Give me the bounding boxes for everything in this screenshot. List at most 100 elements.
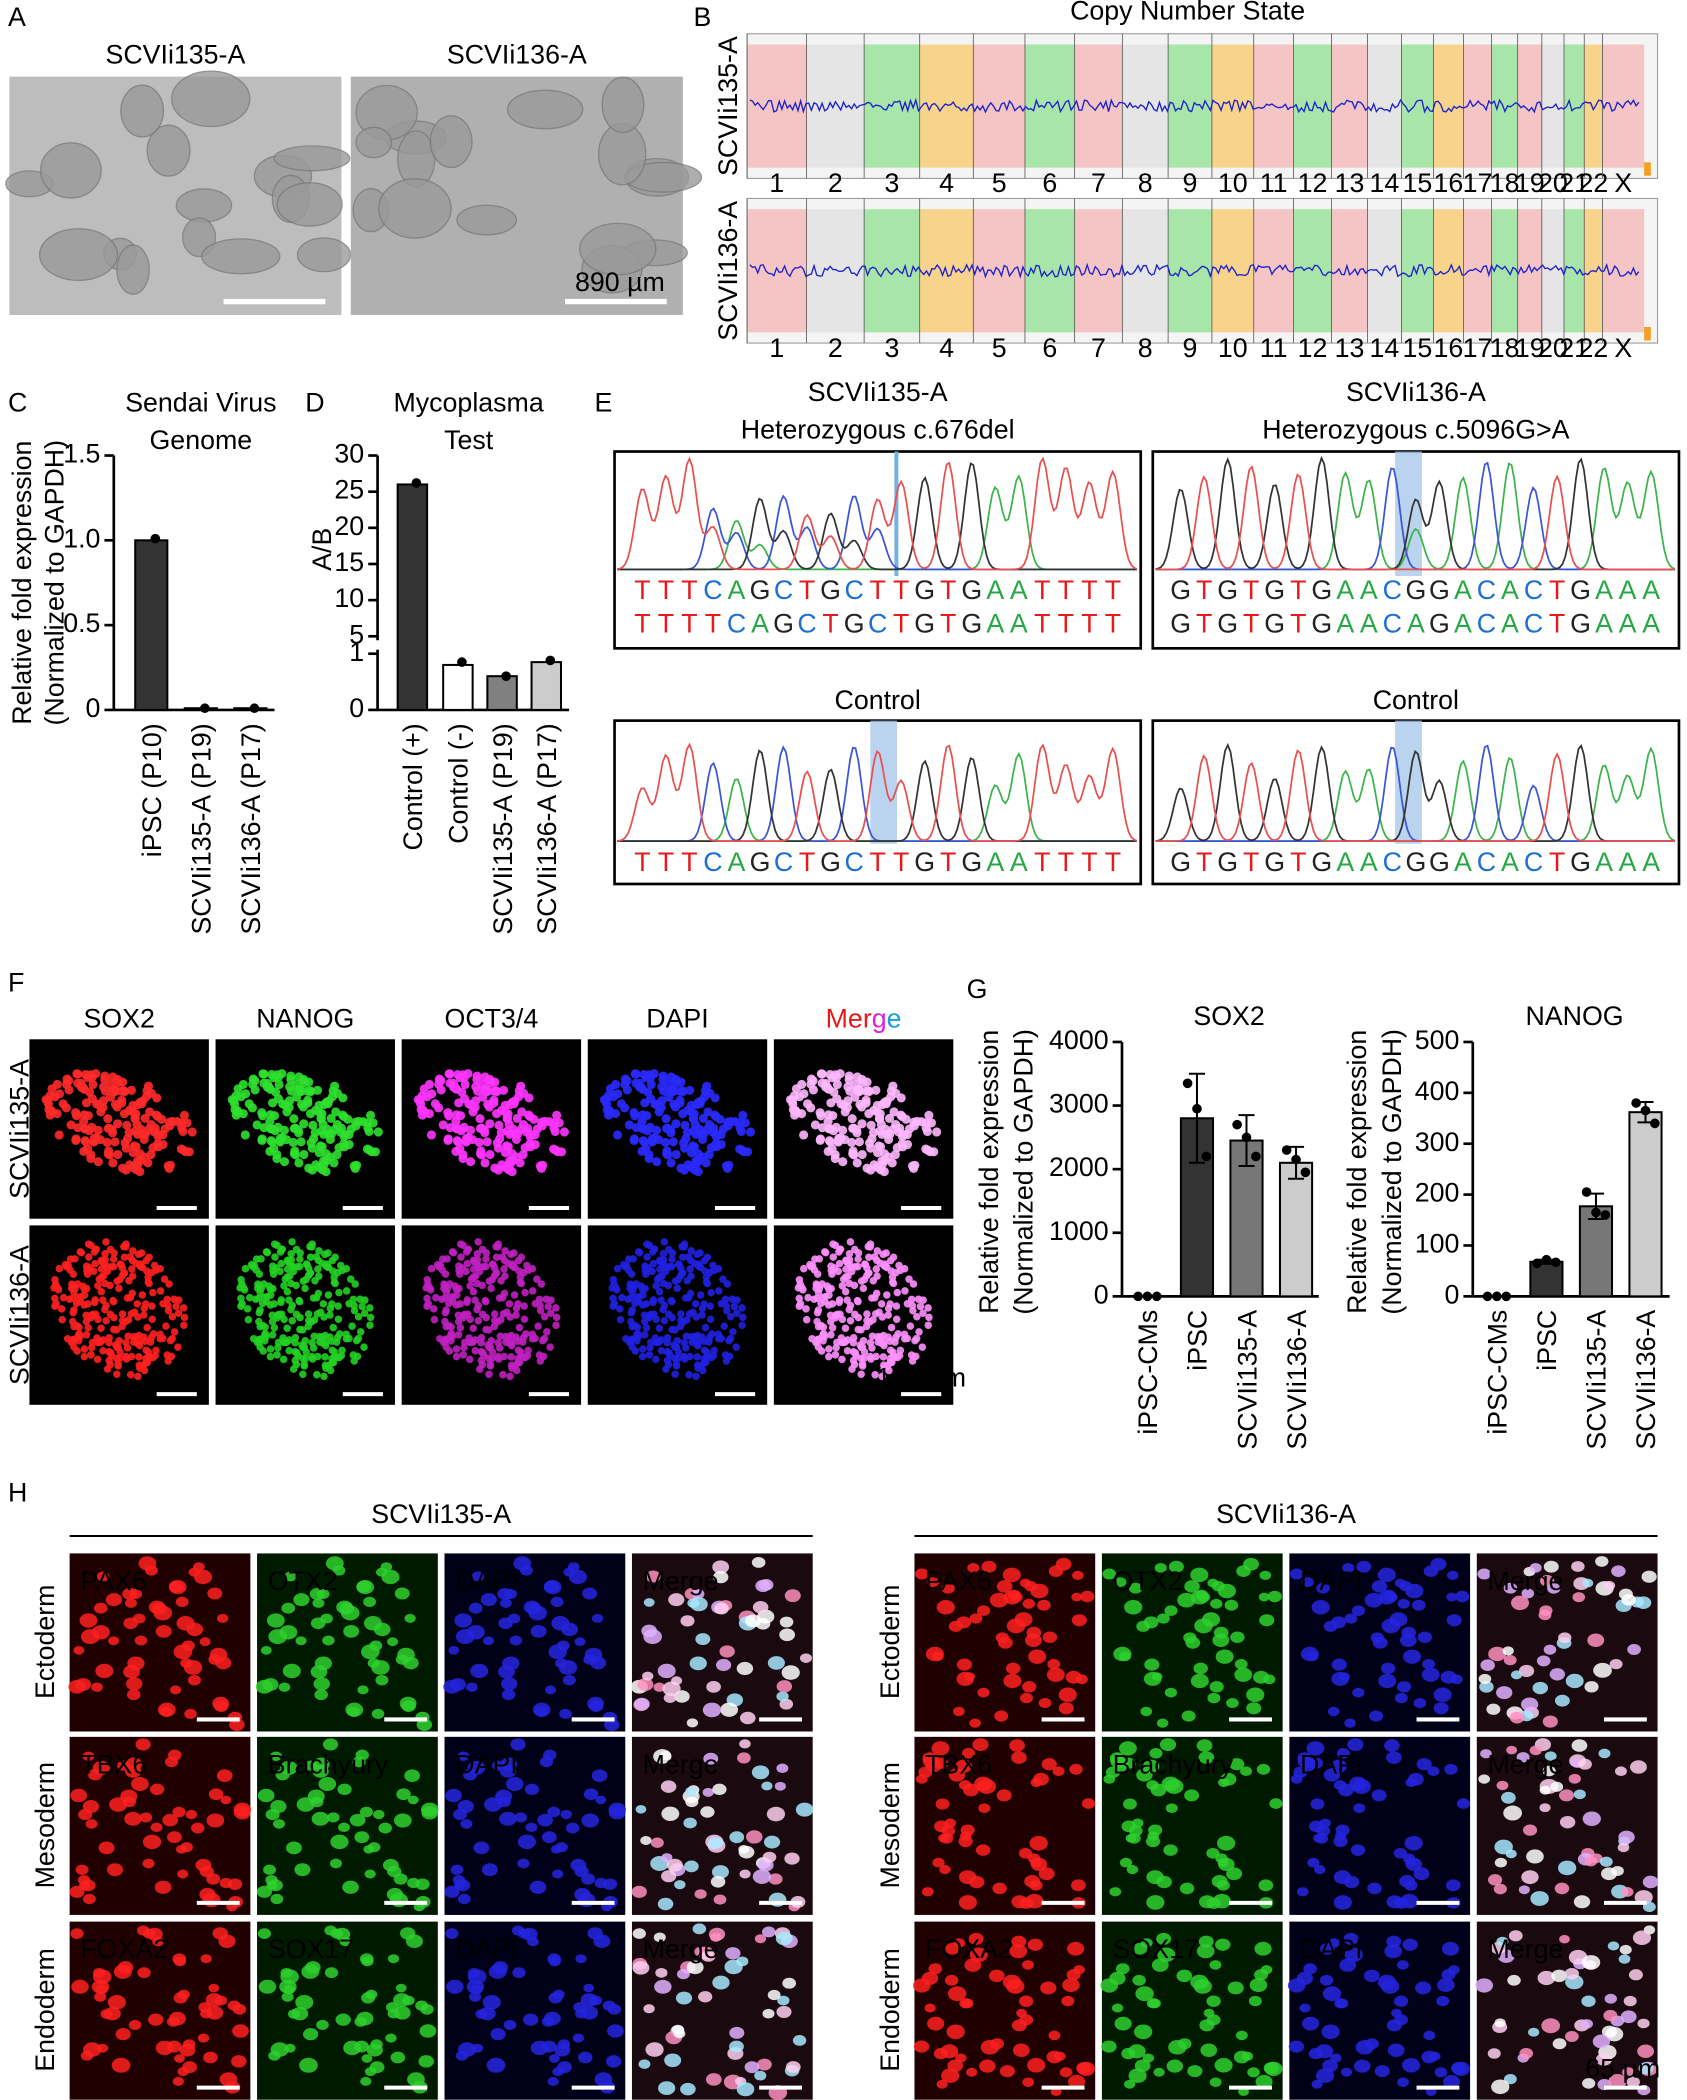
cell bbox=[684, 1860, 699, 1873]
cell bbox=[1128, 1582, 1143, 1594]
cell bbox=[360, 1309, 369, 1317]
cell bbox=[492, 1269, 500, 1277]
cell bbox=[324, 1096, 334, 1106]
cell bbox=[843, 1096, 853, 1106]
cell bbox=[1301, 1577, 1314, 1588]
cell bbox=[939, 1865, 951, 1875]
cell bbox=[463, 1298, 471, 1307]
cell bbox=[858, 1362, 867, 1370]
cell bbox=[1568, 1773, 1581, 1784]
cell bbox=[366, 1313, 375, 1322]
cell bbox=[100, 1075, 110, 1085]
chromosome-band bbox=[1584, 44, 1603, 168]
cell bbox=[151, 1602, 167, 1615]
cell bbox=[538, 1160, 548, 1170]
cell bbox=[103, 1114, 113, 1124]
cell bbox=[208, 1788, 224, 1801]
x-tick-label: SCVIi135-A (P19) bbox=[187, 723, 217, 934]
cell bbox=[864, 1269, 873, 1277]
cell bbox=[301, 1964, 320, 1979]
cell bbox=[52, 1109, 62, 1119]
cell bbox=[106, 1310, 115, 1319]
cell bbox=[664, 1092, 674, 1102]
cell bbox=[490, 1322, 499, 1331]
cell bbox=[1061, 1995, 1075, 2007]
cell bbox=[257, 1928, 272, 1939]
cell bbox=[918, 1343, 927, 1351]
chromosome-band bbox=[1024, 44, 1075, 168]
cell bbox=[338, 1346, 346, 1355]
cell bbox=[832, 1344, 840, 1352]
cell bbox=[696, 1291, 705, 1299]
chromosome-label: 13 bbox=[1335, 333, 1365, 363]
cell bbox=[530, 1139, 540, 1150]
stain-label: Merge bbox=[1488, 1749, 1564, 1779]
cell bbox=[1327, 1706, 1340, 1717]
cell bbox=[1311, 2079, 1323, 2089]
cell bbox=[1164, 1605, 1178, 1616]
cell bbox=[762, 2008, 775, 2019]
cell bbox=[707, 1127, 717, 1137]
cell bbox=[70, 1322, 78, 1331]
cell bbox=[441, 1308, 450, 1317]
cell bbox=[482, 1255, 490, 1263]
chromatogram-trace bbox=[1155, 455, 1675, 571]
cell bbox=[857, 1354, 865, 1363]
cell bbox=[1445, 1879, 1461, 1892]
cell bbox=[257, 1255, 265, 1263]
cell bbox=[511, 1134, 521, 1145]
cell bbox=[139, 1812, 153, 1823]
cell bbox=[212, 1696, 230, 1711]
cell bbox=[327, 1812, 340, 1823]
cell bbox=[503, 1308, 511, 1316]
cell bbox=[129, 1588, 143, 1600]
cell bbox=[762, 1851, 777, 1863]
cell bbox=[624, 1120, 634, 1130]
cell bbox=[343, 2040, 362, 2056]
panel-label: A bbox=[8, 2, 26, 32]
cell bbox=[493, 1143, 504, 1153]
cell bbox=[897, 1111, 907, 1122]
cell bbox=[525, 1822, 538, 1833]
cell bbox=[453, 1070, 463, 1080]
cell bbox=[394, 1587, 410, 1600]
y-tick-label: 4000 bbox=[1049, 1025, 1109, 1055]
cell bbox=[1557, 1860, 1577, 1876]
cell bbox=[680, 1615, 695, 1627]
cell bbox=[457, 1893, 471, 1905]
cell bbox=[1549, 1668, 1566, 1681]
cell bbox=[82, 1317, 91, 1326]
stain-label: SOX17 bbox=[1113, 1934, 1199, 1964]
cell bbox=[185, 1809, 198, 1820]
cell bbox=[68, 1294, 77, 1302]
stain-label: DAPI bbox=[1300, 1749, 1362, 1779]
cell bbox=[128, 2019, 142, 2030]
cell bbox=[738, 1110, 748, 1120]
cell bbox=[517, 1348, 525, 1356]
chromosome-label: 13 bbox=[1335, 168, 1365, 198]
cell bbox=[273, 1351, 281, 1359]
cell bbox=[766, 1806, 786, 1822]
stain-label: OTX2 bbox=[1113, 1566, 1183, 1596]
cell bbox=[829, 1240, 837, 1248]
cell bbox=[375, 1567, 388, 1577]
chromosome-label: 6 bbox=[1042, 168, 1057, 198]
cell bbox=[482, 1249, 491, 1257]
cell bbox=[825, 1291, 833, 1299]
cell bbox=[535, 1295, 544, 1304]
cell bbox=[344, 1139, 354, 1150]
cell bbox=[668, 1255, 676, 1263]
chromosome-label: 1 bbox=[769, 333, 784, 363]
cell bbox=[166, 2016, 180, 2027]
cell bbox=[862, 1322, 871, 1331]
cell bbox=[549, 1123, 559, 1133]
germ-layer-label: Ectoderm bbox=[30, 1585, 60, 1700]
cell bbox=[1384, 1739, 1400, 1752]
cell bbox=[645, 1570, 661, 1583]
cell bbox=[610, 1109, 621, 1119]
cell bbox=[642, 1671, 654, 1681]
cell bbox=[693, 1353, 701, 1361]
cell bbox=[1218, 1857, 1235, 1871]
data-point bbox=[1151, 1291, 1162, 1302]
